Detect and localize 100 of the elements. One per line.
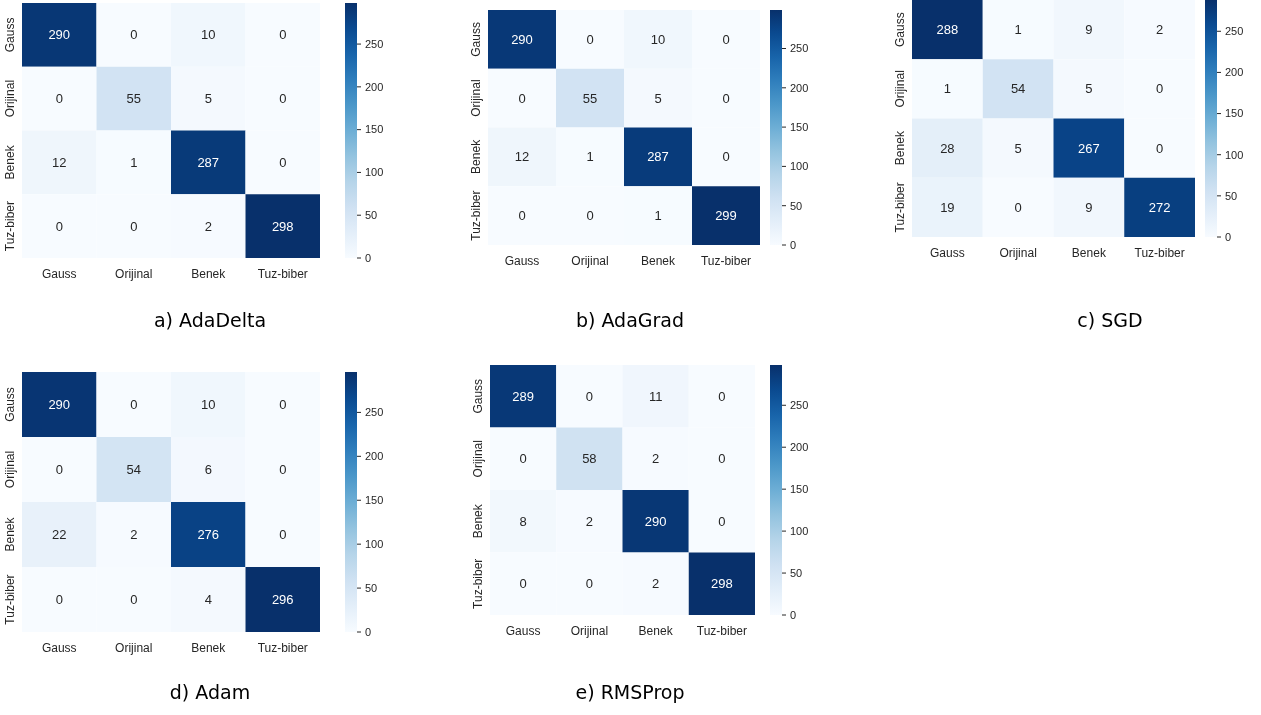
x-tick-label: Gauss [505, 624, 541, 638]
y-tick-label: Gauss [3, 387, 17, 422]
data-label: 0 [518, 90, 526, 106]
data-label: 2 [652, 576, 660, 592]
color-bar-label: 150 [790, 120, 809, 133]
data-label: 0 [55, 218, 63, 234]
x-tick-label: Orijinal [571, 254, 609, 268]
data-label: 0 [518, 208, 526, 224]
data-label: 0 [1156, 81, 1164, 97]
data-label: 298 [271, 218, 294, 234]
data-label: 290 [48, 397, 71, 413]
data-label: 0 [585, 388, 593, 404]
color-bar-label: 150 [790, 483, 809, 496]
data-label: 287 [197, 154, 220, 170]
data-label: 5 [1014, 140, 1022, 156]
color-bar-label: 200 [790, 441, 809, 454]
data-label: 0 [718, 388, 726, 404]
data-label: 10 [201, 27, 216, 43]
data-label: 12 [52, 154, 67, 170]
color-bar-label: 50 [1225, 189, 1238, 202]
data-label: 10 [201, 397, 216, 413]
data-label: 0 [279, 91, 287, 107]
data-label: 55 [582, 90, 598, 106]
data-label: 1 [130, 154, 138, 170]
color-bar-label: 200 [790, 81, 809, 94]
x-tick-label: Gauss [41, 641, 77, 655]
color-bar-label: 0 [365, 625, 372, 638]
data-label: 0 [55, 592, 63, 608]
data-label: 0 [586, 208, 594, 224]
data-label: 10 [650, 31, 666, 47]
data-label: 1 [1014, 22, 1022, 38]
data-label: 2 [130, 527, 138, 543]
data-label: 0 [718, 451, 726, 467]
data-label: 290 [48, 27, 71, 43]
data-label: 272 [1148, 199, 1171, 215]
data-label: 0 [279, 462, 287, 478]
color-bar-label: 50 [365, 581, 378, 594]
data-label: 1 [654, 208, 662, 224]
x-tick-label: Tuz-biber [696, 624, 747, 638]
color-bar-label: 0 [790, 608, 797, 621]
data-label: 55 [126, 91, 141, 107]
data-label: 2 [204, 218, 212, 234]
color-bar-label: 100 [365, 166, 384, 179]
y-tick-label: Orijinal [893, 70, 907, 108]
color-bar-label: 100 [365, 538, 384, 551]
text: e) RMSProp [575, 681, 685, 703]
text: a) AdaDelta [153, 309, 267, 331]
data-label: 0 [279, 154, 287, 170]
y-tick-label: Benek [3, 144, 17, 180]
color-bar-label: 100 [790, 524, 809, 537]
x-tick-label: Gauss [504, 254, 540, 268]
data-label: 19 [940, 199, 955, 215]
data-label: 0 [130, 397, 138, 413]
color-bar-label: 0 [1225, 230, 1232, 243]
data-label: 9 [1085, 22, 1093, 38]
data-label: 11 [648, 388, 663, 404]
data-label: 289 [512, 388, 534, 404]
data-label: 0 [1014, 199, 1022, 215]
data-label: 2 [1156, 22, 1164, 38]
x-tick-label: Benek [191, 267, 227, 281]
data-label: 288 [936, 22, 959, 38]
color-bar-label: 0 [365, 251, 372, 264]
data-label: 28 [940, 140, 955, 156]
y-tick-label: Gauss [893, 12, 907, 47]
x-tick-label: Tuz-biber [1134, 246, 1185, 260]
data-label: 276 [197, 527, 220, 543]
color-bar-label: 200 [365, 80, 384, 93]
x-tick-label: Orijinal [115, 267, 153, 281]
color-bar-label: 250 [365, 406, 384, 419]
y-tick-label: Benek [469, 138, 483, 174]
data-label: 0 [1156, 140, 1164, 156]
color-bar-label: 250 [790, 42, 809, 55]
data-label: 299 [715, 208, 737, 224]
color-bar-label: 50 [790, 199, 803, 212]
x-tick-label: Benek [1071, 246, 1107, 260]
x-tick-label: Tuz-biber [257, 267, 308, 281]
data-label: 0 [55, 462, 63, 478]
data-label: 54 [1010, 81, 1026, 97]
data-label: 267 [1078, 140, 1100, 156]
data-label: 0 [722, 90, 730, 106]
data-label: 0 [55, 91, 63, 107]
data-label: 0 [718, 513, 726, 529]
color-bar-label: 100 [1225, 148, 1244, 161]
color-bar-label: 250 [365, 37, 384, 50]
data-label: 1 [943, 81, 951, 97]
x-tick-label: Gauss [41, 267, 77, 281]
y-tick-label: Gauss [3, 17, 17, 53]
y-tick-label: Benek [471, 503, 485, 539]
data-label: 5 [204, 91, 212, 107]
text: b) AdaGrad [575, 309, 685, 331]
color-bar-label: 50 [790, 566, 803, 579]
data-label: 0 [722, 31, 730, 47]
color-bar-label: 150 [365, 494, 384, 507]
data-label: 0 [722, 149, 730, 165]
color-bar-label: 50 [365, 209, 378, 222]
data-label: 296 [271, 592, 294, 608]
data-label: 2 [585, 513, 593, 529]
data-label: 0 [585, 576, 593, 592]
data-label: 5 [654, 90, 662, 106]
x-tick-label: Benek [638, 624, 674, 638]
